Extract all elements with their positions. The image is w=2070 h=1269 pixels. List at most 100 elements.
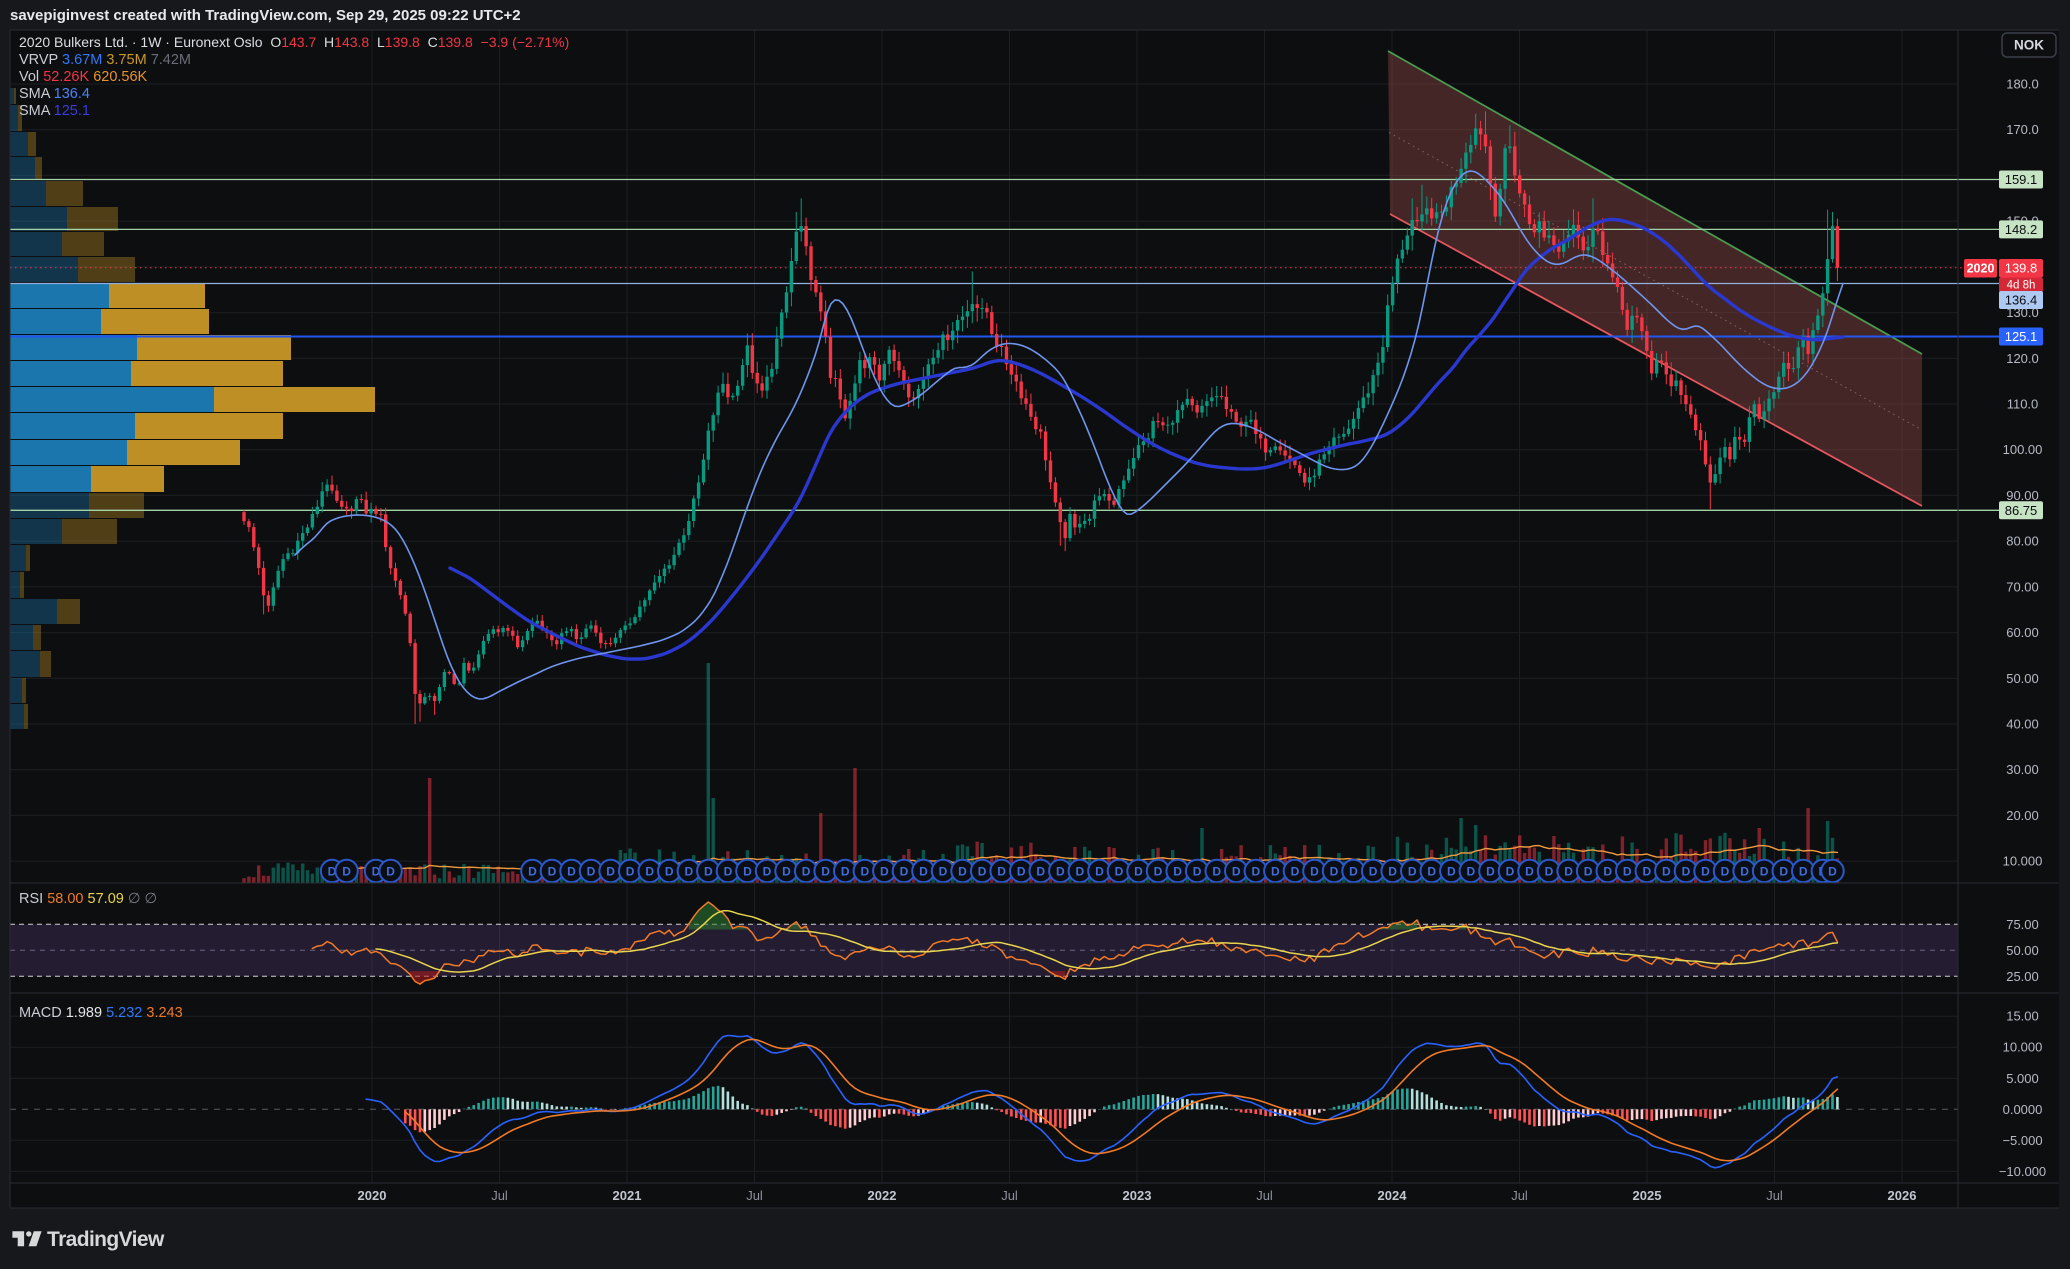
svg-text:Jul: Jul xyxy=(491,1188,508,1203)
svg-text:D: D xyxy=(841,864,850,878)
svg-text:5.000: 5.000 xyxy=(2006,1071,2039,1086)
svg-text:50.00: 50.00 xyxy=(2006,943,2039,958)
svg-text:180.0: 180.0 xyxy=(2006,77,2039,92)
svg-text:D: D xyxy=(821,864,830,878)
svg-text:D: D xyxy=(900,864,909,878)
svg-text:D: D xyxy=(1095,864,1104,878)
svg-text:D: D xyxy=(1369,864,1378,878)
svg-text:D: D xyxy=(328,864,337,878)
svg-text:D: D xyxy=(1017,864,1026,878)
svg-text:D: D xyxy=(587,864,596,878)
svg-text:D: D xyxy=(1212,864,1221,878)
svg-text:D: D xyxy=(1330,864,1339,878)
svg-text:D: D xyxy=(1193,864,1202,878)
svg-text:D: D xyxy=(743,864,752,878)
svg-text:25.00: 25.00 xyxy=(2006,969,2039,984)
svg-text:D: D xyxy=(997,864,1006,878)
svg-text:Vol 52.26K 620.56K: Vol 52.26K 620.56K xyxy=(19,69,148,85)
svg-text:D: D xyxy=(1349,864,1358,878)
svg-text:D: D xyxy=(1525,864,1534,878)
svg-text:D: D xyxy=(1799,864,1808,878)
svg-text:D: D xyxy=(1291,864,1300,878)
svg-text:50.00: 50.00 xyxy=(2006,671,2039,686)
svg-text:90.00: 90.00 xyxy=(2006,488,2039,503)
svg-text:D: D xyxy=(1466,864,1475,878)
svg-text:D: D xyxy=(860,864,869,878)
svg-text:D: D xyxy=(606,864,615,878)
svg-text:D: D xyxy=(1075,864,1084,878)
svg-text:Jul: Jul xyxy=(746,1188,763,1203)
svg-text:2020 Bulkers Ltd. · 1W · Euron: 2020 Bulkers Ltd. · 1W · Euronext Oslo O… xyxy=(19,34,569,50)
svg-text:D: D xyxy=(1232,864,1241,878)
svg-text:170.0: 170.0 xyxy=(2006,122,2039,137)
svg-text:125.1: 125.1 xyxy=(2005,329,2038,344)
svg-text:NOK: NOK xyxy=(2014,38,2044,53)
svg-text:VRVP 3.67M 3.75M 7.42M: VRVP 3.67M 3.75M 7.42M xyxy=(19,52,191,68)
svg-text:148.2: 148.2 xyxy=(2005,222,2038,237)
svg-text:D: D xyxy=(1564,864,1573,878)
svg-text:Jul: Jul xyxy=(1511,1188,1528,1203)
svg-text:D: D xyxy=(763,864,772,878)
svg-text:SMA 125.1: SMA 125.1 xyxy=(19,103,90,119)
svg-text:SMA 136.4: SMA 136.4 xyxy=(19,86,90,102)
svg-text:D: D xyxy=(626,864,635,878)
svg-text:40.00: 40.00 xyxy=(2006,717,2039,732)
svg-text:D: D xyxy=(548,864,557,878)
svg-text:D: D xyxy=(1271,864,1280,878)
svg-text:2021: 2021 xyxy=(613,1188,642,1203)
svg-text:80.00: 80.00 xyxy=(2006,534,2039,549)
svg-text:D: D xyxy=(1251,864,1260,878)
svg-text:MACD 1.989 5.232 3.243: MACD 1.989 5.232 3.243 xyxy=(19,1005,183,1021)
svg-text:D: D xyxy=(1506,864,1515,878)
svg-text:2025: 2025 xyxy=(1633,1188,1662,1203)
svg-text:D: D xyxy=(342,864,351,878)
svg-text:D: D xyxy=(880,864,889,878)
svg-text:D: D xyxy=(1427,864,1436,878)
svg-text:2020: 2020 xyxy=(1967,262,1995,276)
svg-text:D: D xyxy=(1115,864,1124,878)
svg-text:D: D xyxy=(1603,864,1612,878)
svg-text:D: D xyxy=(1662,864,1671,878)
svg-text:D: D xyxy=(1721,864,1730,878)
svg-text:110.0: 110.0 xyxy=(2007,397,2039,412)
svg-text:D: D xyxy=(1310,864,1319,878)
svg-text:D: D xyxy=(704,864,713,878)
svg-text:D: D xyxy=(1828,864,1837,878)
svg-text:D: D xyxy=(528,864,537,878)
svg-text:136.4: 136.4 xyxy=(2005,293,2038,308)
svg-text:2022: 2022 xyxy=(868,1188,897,1203)
svg-text:75.00: 75.00 xyxy=(2006,917,2039,932)
svg-text:30.00: 30.00 xyxy=(2006,762,2039,777)
svg-text:0.0000: 0.0000 xyxy=(2003,1102,2043,1117)
svg-text:D: D xyxy=(1545,864,1554,878)
svg-text:15.00: 15.00 xyxy=(2006,1009,2039,1024)
svg-text:2024: 2024 xyxy=(1378,1188,1408,1203)
svg-text:D: D xyxy=(1056,864,1065,878)
svg-text:D: D xyxy=(1760,864,1769,878)
svg-text:D: D xyxy=(1447,864,1456,878)
svg-text:4d 8h: 4d 8h xyxy=(2007,280,2036,292)
svg-text:D: D xyxy=(1173,864,1182,878)
svg-text:−10.000: −10.000 xyxy=(1999,1164,2046,1179)
svg-text:D: D xyxy=(645,864,654,878)
svg-text:D: D xyxy=(1134,864,1143,878)
svg-text:D: D xyxy=(782,864,791,878)
svg-text:100.00: 100.00 xyxy=(2003,442,2043,457)
svg-text:D: D xyxy=(1486,864,1495,878)
svg-text:D: D xyxy=(1584,864,1593,878)
svg-text:D: D xyxy=(724,864,733,878)
svg-text:savepiginvest created with Tra: savepiginvest created with TradingView.c… xyxy=(10,7,521,24)
svg-text:20.00: 20.00 xyxy=(2006,808,2039,823)
svg-text:D: D xyxy=(1408,864,1417,878)
svg-text:139.8: 139.8 xyxy=(2005,261,2038,276)
svg-text:D: D xyxy=(1154,864,1163,878)
svg-text:120.0: 120.0 xyxy=(2006,351,2039,366)
svg-text:D: D xyxy=(1623,864,1632,878)
svg-text:D: D xyxy=(1036,864,1045,878)
svg-text:2023: 2023 xyxy=(1123,1188,1152,1203)
svg-text:10.000: 10.000 xyxy=(2003,854,2043,869)
svg-text:D: D xyxy=(978,864,987,878)
svg-text:D: D xyxy=(386,864,395,878)
svg-text:70.00: 70.00 xyxy=(2006,579,2039,594)
svg-text:D: D xyxy=(1682,864,1691,878)
